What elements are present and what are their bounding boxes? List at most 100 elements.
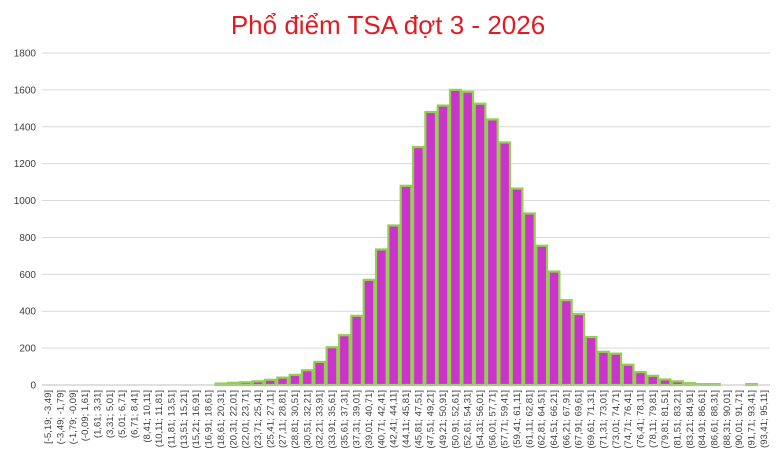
x-category-label: (47,51; 49,21] xyxy=(426,390,437,449)
histogram-bar xyxy=(424,110,438,387)
histogram-bar xyxy=(584,335,598,387)
x-category-label: (90,01; 91,71] xyxy=(734,390,745,449)
x-category-label: (67,91; 69,61] xyxy=(574,390,585,449)
y-tick-label: 1200 xyxy=(14,159,37,170)
x-category-label: (57,71; 59,41] xyxy=(500,390,511,449)
x-category-label: (49,21; 50,91] xyxy=(438,390,449,449)
y-tick-label: 1000 xyxy=(14,196,37,207)
x-category-label: (56,01; 57,71] xyxy=(487,390,498,449)
histogram-bar xyxy=(313,360,327,387)
x-category-label: (73,01; 74,71] xyxy=(611,390,622,449)
histogram-bar xyxy=(411,145,425,387)
x-category-label: (83,21; 84,91] xyxy=(685,390,696,449)
histogram-bar xyxy=(350,314,364,387)
x-category-label: (52,61; 54,31] xyxy=(463,390,474,449)
histogram-bar xyxy=(263,378,277,387)
x-category-label: (8,41; 10,11] xyxy=(142,390,153,443)
histogram-bar xyxy=(646,374,660,387)
x-category-label: (54,31; 56,01] xyxy=(475,390,486,449)
histogram-bar xyxy=(325,346,339,387)
histogram-bar xyxy=(337,334,351,387)
y-tick-label: 1400 xyxy=(14,122,37,133)
x-category-label: (59,41; 61,11] xyxy=(512,390,523,448)
histogram-bar xyxy=(300,369,314,387)
histogram-bar xyxy=(374,248,388,387)
histogram-bar xyxy=(362,278,376,387)
histogram-bar xyxy=(498,141,512,387)
x-category-label: (33,91; 35,61] xyxy=(327,390,338,449)
x-category-label: (10,11; 11,81] xyxy=(154,390,165,447)
x-category-label: (18,61; 20,31] xyxy=(216,390,227,449)
histogram-bar xyxy=(473,102,487,387)
chart-title: Phổ điểm TSA đợt 3 - 2026 xyxy=(231,10,545,40)
histogram-bar xyxy=(621,363,635,387)
x-category-label: (37,31; 39,01] xyxy=(352,390,363,449)
x-category-label: (40,71; 42,41] xyxy=(376,390,387,449)
x-category-label: (1,61; 3,31] xyxy=(93,390,104,438)
histogram-bar xyxy=(436,104,450,387)
x-category-label: (61,11; 62,81] xyxy=(524,390,535,448)
histogram-bar xyxy=(510,187,524,387)
x-category-label: (93,41; 95,11] xyxy=(759,390,770,448)
x-category-label: (6,71; 8,41] xyxy=(130,390,141,438)
x-category-label: (84,91; 86,61] xyxy=(697,390,708,449)
x-category-label: (-0,09; 1,61] xyxy=(80,390,91,441)
x-category-label: (25,41; 27,11] xyxy=(265,390,276,448)
x-category-label: (78,11; 79,81] xyxy=(648,390,659,448)
histogram-bar xyxy=(522,212,536,387)
x-category-label: (79,81; 81,51] xyxy=(660,390,671,449)
histogram-bar xyxy=(671,380,684,387)
x-category-label: (45,81; 47,51] xyxy=(413,390,424,449)
histogram-bar xyxy=(572,312,586,387)
x-category-label: (74,71; 76,41] xyxy=(623,390,634,449)
x-category-label: (32,21; 33,91] xyxy=(315,390,326,449)
histogram-bar xyxy=(461,90,475,387)
x-category-label: (86,61; 88,31] xyxy=(709,390,720,449)
x-category-label: [-5,19; -3,49] xyxy=(43,390,54,444)
x-category-label: (71,31; 73,01] xyxy=(598,390,609,449)
y-tick-label: 1800 xyxy=(14,49,37,60)
x-category-label: (50,91; 52,61] xyxy=(450,390,461,449)
x-category-label: (15,21; 16,91] xyxy=(191,390,202,449)
histogram-bar xyxy=(448,88,462,387)
x-category-label: (5,01; 6,71] xyxy=(117,390,128,438)
y-tick-label: 400 xyxy=(19,307,36,318)
x-category-label: (22,01; 23,71] xyxy=(241,390,252,449)
y-tick-label: 800 xyxy=(19,233,36,244)
x-category-label: (13,51; 15,21] xyxy=(179,390,190,449)
histogram-bar xyxy=(560,299,573,387)
x-category-label: (16,91; 18,61] xyxy=(204,390,215,449)
histogram-bar xyxy=(535,244,549,387)
histogram-bar xyxy=(609,352,623,387)
histogram-bar xyxy=(634,370,647,387)
y-tick-label: 200 xyxy=(19,344,36,355)
histogram-bar xyxy=(597,350,610,387)
x-category-label: (28,81; 30,51] xyxy=(290,390,301,449)
x-category-label: (-3,49; -1,79] xyxy=(56,390,67,444)
histogram-bar xyxy=(485,118,499,387)
histogram-bar xyxy=(276,376,290,387)
x-category-label: (81,51; 83,21] xyxy=(672,390,683,449)
x-category-label: (44,11; 45,81] xyxy=(401,390,412,448)
histogram-bar xyxy=(288,373,302,387)
x-category-label: (20,31; 22,01] xyxy=(228,390,239,449)
x-category-label: (64,51; 66,21] xyxy=(549,390,560,449)
y-tick-label: 1600 xyxy=(14,85,37,96)
x-category-label: (30,51; 32,21] xyxy=(302,390,313,449)
x-category-label: (35,61; 37,31] xyxy=(339,390,350,449)
x-category-label: (76,41; 78,11] xyxy=(635,390,646,448)
x-category-label: (-1,79; -0,09] xyxy=(68,390,79,444)
x-axis-category-labels: [-5,19; -3,49] (-3,49; -1,79] (-1,79; -0,0… xyxy=(43,390,770,449)
x-category-label: (69,61; 71,31] xyxy=(586,390,597,449)
x-category-label: (62,81; 64,51] xyxy=(537,390,548,449)
histogram-bar xyxy=(399,184,413,387)
x-category-label: (23,71; 25,41] xyxy=(253,390,264,449)
x-category-label: (42,41; 44,11] xyxy=(389,390,400,448)
x-category-label: (27,11; 28,81] xyxy=(278,390,289,448)
y-tick-label: 0 xyxy=(30,381,36,392)
x-category-label: (91,71; 93,41] xyxy=(746,390,757,449)
x-category-label: (3,31; 5,01] xyxy=(105,390,116,438)
y-axis-tick-labels: 0 200 400 600 800 1000 1200 1400 1600 1800 xyxy=(14,49,37,392)
histogram-bar xyxy=(658,378,672,387)
